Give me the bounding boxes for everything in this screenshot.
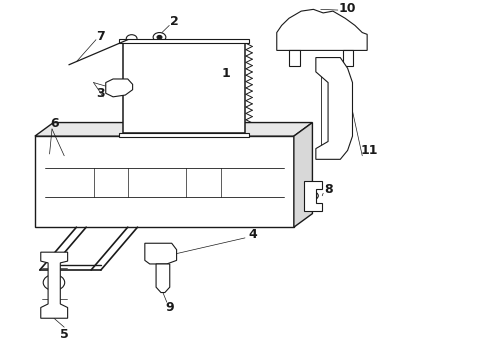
Polygon shape bbox=[304, 181, 322, 211]
Text: 11: 11 bbox=[361, 144, 378, 157]
Polygon shape bbox=[35, 122, 313, 136]
Text: 7: 7 bbox=[97, 30, 105, 42]
Polygon shape bbox=[145, 243, 176, 264]
Text: 8: 8 bbox=[325, 183, 333, 196]
Polygon shape bbox=[277, 9, 367, 50]
Polygon shape bbox=[156, 264, 170, 293]
Polygon shape bbox=[294, 122, 313, 227]
Polygon shape bbox=[106, 79, 133, 97]
Text: 4: 4 bbox=[248, 228, 257, 241]
Polygon shape bbox=[119, 39, 249, 43]
Polygon shape bbox=[119, 132, 249, 137]
Polygon shape bbox=[35, 136, 294, 227]
Text: 5: 5 bbox=[60, 328, 69, 341]
Text: 3: 3 bbox=[97, 87, 105, 100]
Circle shape bbox=[157, 35, 162, 39]
Text: 1: 1 bbox=[221, 67, 230, 80]
Text: 6: 6 bbox=[50, 117, 59, 130]
Text: 2: 2 bbox=[170, 15, 178, 28]
Polygon shape bbox=[343, 50, 353, 67]
Polygon shape bbox=[289, 50, 300, 67]
Polygon shape bbox=[41, 252, 68, 318]
Polygon shape bbox=[123, 43, 245, 132]
Text: 10: 10 bbox=[339, 2, 356, 15]
Text: 9: 9 bbox=[165, 301, 173, 314]
Polygon shape bbox=[316, 58, 352, 159]
